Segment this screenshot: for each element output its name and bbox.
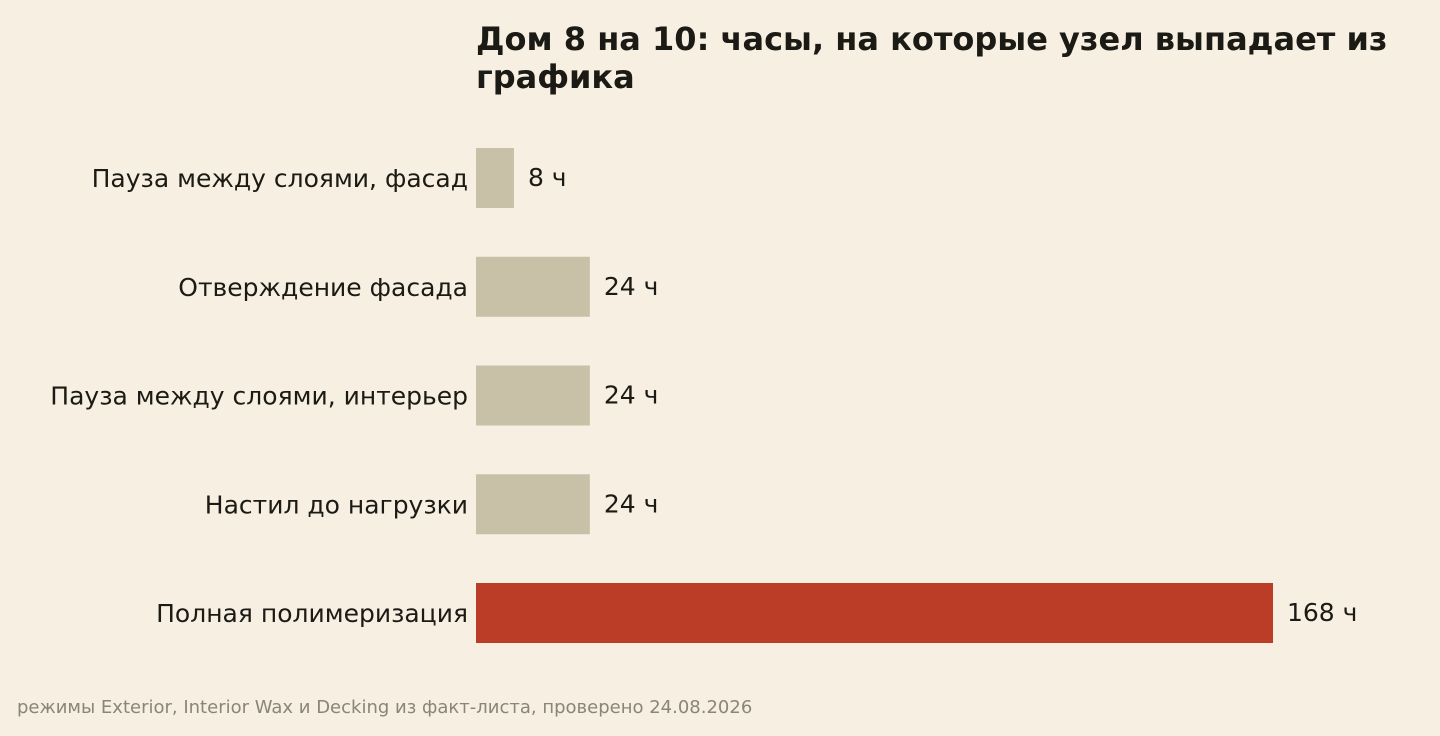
bar <box>476 365 590 426</box>
category-label: Полная полимеризация <box>156 599 468 628</box>
category-label: Отверждение фасада <box>178 273 468 302</box>
value-label: 24 ч <box>604 381 659 410</box>
bars <box>476 148 1273 643</box>
category-labels: Пауза между слоями, фасад Отверждение фас… <box>50 164 468 628</box>
value-label: 24 ч <box>604 489 659 518</box>
source-footnote: режимы Exterior, Interior Wax и Decking … <box>17 697 753 718</box>
category-label: Пауза между слоями, фасад <box>92 164 468 193</box>
bar <box>476 256 590 317</box>
bar <box>476 148 514 208</box>
value-label: 24 ч <box>604 272 659 301</box>
value-labels: 8 ч 24 ч 24 ч 24 ч 168 ч <box>528 163 1357 627</box>
bar-highlight <box>476 583 1273 643</box>
chart-title: Дом 8 на 10: часы, на которые узел выпад… <box>476 20 1388 96</box>
value-label: 8 ч <box>528 163 567 192</box>
value-label: 168 ч <box>1287 598 1357 627</box>
bar <box>476 474 590 535</box>
category-label: Пауза между слоями, интерьер <box>50 382 468 411</box>
category-label: Настил до нагрузки <box>205 490 468 519</box>
